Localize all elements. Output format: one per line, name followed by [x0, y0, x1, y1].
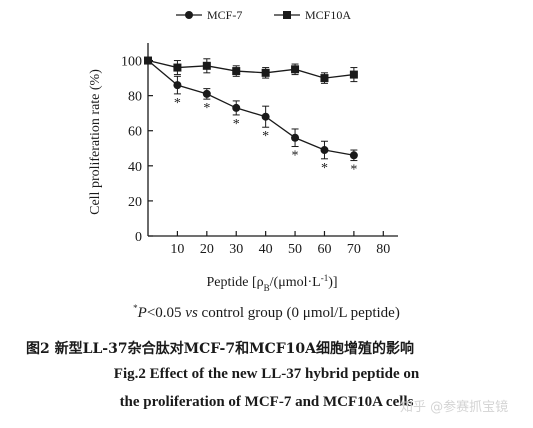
significance-marker: *: [262, 129, 269, 144]
data-point-mcf10a: [349, 70, 358, 79]
series-mcf10a: [144, 56, 358, 84]
data-point-mcf10a: [320, 74, 329, 83]
chart-axes: 0 20 40 60 80 100 10 20 30 40 50 60 70 80: [121, 43, 398, 257]
y-tick-label: 40: [128, 160, 142, 175]
x-axis-label-sup: -1: [321, 273, 329, 283]
footnote-text-2: control group (0 μmol/L peptide): [197, 305, 400, 321]
figure-caption-english-line-1: Fig.2 Effect of the new LL-37 hybrid pep…: [113, 366, 420, 382]
x-axis-label-sub: B: [264, 283, 270, 293]
footnote-symbol: *: [133, 303, 138, 313]
data-point-mcf-7: [291, 133, 300, 142]
data-point-mcf-7: [261, 112, 270, 121]
legend-marker-mcf10a: [283, 11, 291, 19]
figure-caption-chinese: 图2 新型LL-37杂合肽对MCF-7和MCF10A细胞增殖的影响: [26, 341, 415, 357]
legend-label-mcf10a: MCF10A: [305, 8, 351, 22]
data-point-mcf10a: [202, 61, 211, 70]
significance-marker: *: [233, 117, 240, 132]
series-line-mcf-7: [147, 60, 354, 156]
footnote-vs: vs: [185, 305, 198, 321]
x-tick-label: 80: [376, 242, 390, 257]
significance-marker: *: [203, 101, 210, 116]
data-point-mcf10a: [173, 63, 182, 72]
y-tick-label: 20: [128, 195, 142, 210]
figure-caption-english-line-2: the proliferation of MCF-7 and MCF10A ce…: [119, 394, 414, 410]
data-point-mcf-7: [202, 89, 211, 98]
data-point-mcf10a: [261, 68, 270, 77]
data-point-mcf10a: [144, 56, 152, 65]
x-tick-label: 30: [229, 242, 243, 257]
x-axis-label-mid: /(μmol·L: [270, 275, 321, 290]
data-point-mcf10a: [291, 65, 300, 74]
footnote-text-1: <0.05: [146, 305, 186, 321]
x-axis-label-post: )]: [328, 275, 337, 290]
series-line-mcf10a: [147, 59, 354, 79]
significance-marker: *: [174, 96, 181, 111]
y-axis-label: Cell proliferation rate (%): [88, 69, 103, 215]
y-tick-label: 60: [128, 125, 142, 140]
data-point-mcf-7: [320, 146, 329, 155]
y-tick-label: 100: [121, 55, 142, 70]
legend-label-mcf-7: MCF-7: [207, 8, 242, 22]
footnote-p: P: [137, 305, 147, 321]
x-tick-label: 40: [259, 242, 273, 257]
significance-marker: *: [292, 149, 299, 164]
x-tick-label: 70: [347, 242, 361, 257]
data-point-mcf-7: [232, 103, 241, 112]
chart-marks: * * * * * * *: [144, 56, 358, 178]
data-point-mcf-7: [173, 81, 182, 90]
x-tick-label: 50: [288, 242, 302, 257]
x-axis-label-pre: Peptide [ρ: [206, 275, 263, 290]
data-point-mcf-7: [349, 151, 358, 160]
x-tick-label: 10: [170, 242, 184, 257]
significance-footnote: *P<0.05 vs control group (0 μmol/L pepti…: [0, 303, 533, 322]
x-tick-label: 20: [200, 242, 214, 257]
y-tick-label: 80: [128, 90, 142, 105]
chart-legend: MCF-7 MCF10A: [176, 8, 351, 22]
x-tick-label: 60: [317, 242, 331, 257]
legend-item-mcf10a: MCF10A: [274, 8, 351, 22]
data-point-mcf10a: [232, 67, 241, 76]
legend-item-mcf-7: MCF-7: [176, 8, 242, 22]
line-chart: 0 20 40 60 80 100 10 20 30 40 50 60 70 80 * * * * * * * MCF…: [88, 8, 398, 293]
watermark: 知乎 @参赛抓宝镜: [400, 400, 509, 415]
x-axis-label: Peptide [ρB/(μmol·L-1)]: [206, 273, 337, 293]
significance-marker: *: [350, 163, 357, 178]
y-tick-label: 0: [135, 230, 142, 245]
legend-marker-mcf-7: [185, 11, 193, 19]
series-mcf-7: * * * * * * *: [144, 56, 358, 178]
significance-marker: *: [321, 161, 328, 176]
